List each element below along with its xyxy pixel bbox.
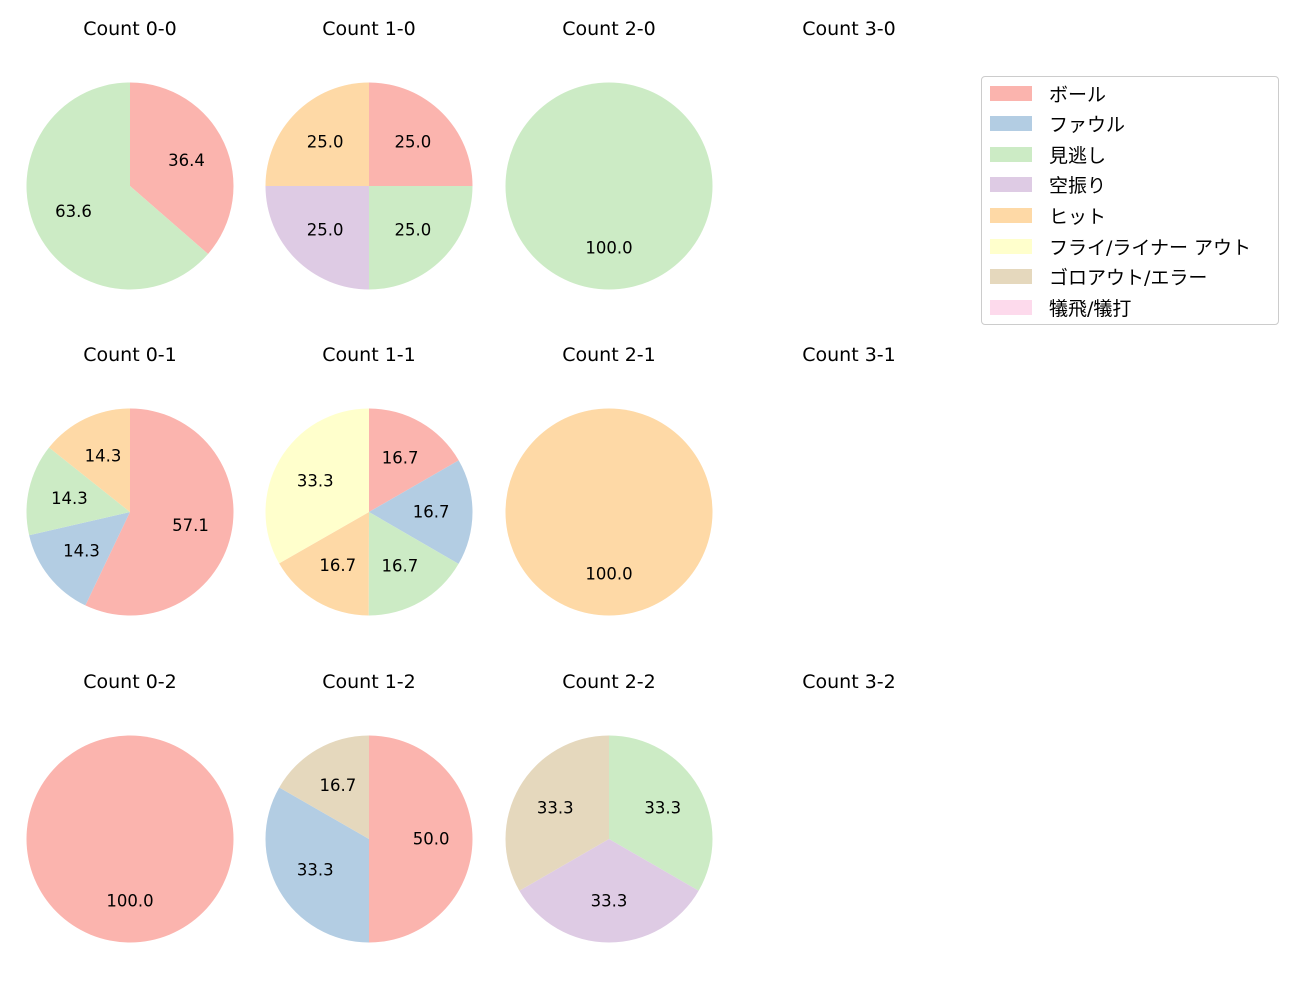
pie-slice: [265, 408, 369, 564]
pie-slice: [369, 735, 473, 943]
slice-label: 25.0: [307, 220, 344, 239]
slice-label: 57.1: [172, 516, 209, 535]
slice-label: 16.7: [320, 776, 357, 795]
slice-label: 36.4: [168, 151, 205, 170]
slice-label: 14.3: [51, 489, 88, 508]
legend-swatch: [990, 207, 1032, 223]
pie-slice: [369, 408, 459, 512]
pie-title: Count 1-1: [322, 344, 416, 366]
pie-count-0-1: Count 0-1 57.1 14.3 14.3 14.3: [26, 344, 234, 616]
legend-swatch: [990, 146, 1032, 162]
pie-slice: [29, 512, 131, 606]
pie-count-1-0: Count 1-0 25.0 25.0 25.0 25.0: [265, 18, 473, 290]
pie-slice: [505, 82, 713, 290]
slice-label: 63.6: [55, 202, 92, 221]
pie-slice: [265, 186, 369, 290]
pie-count-3-0: Count 3-0: [802, 18, 896, 40]
pie-slice: [265, 787, 369, 943]
slice-label: 14.3: [85, 447, 122, 466]
pie-slice: [609, 735, 713, 891]
pie-slice: [279, 735, 369, 839]
pie-title: Count 2-2: [562, 671, 656, 693]
pie-count-2-2: Count 2-2 33.3 33.3 33.3: [505, 671, 713, 943]
slice-label: 33.3: [591, 892, 628, 911]
pie-slice: [505, 735, 609, 891]
legend-item: ゴロアウト/エラー: [990, 265, 1207, 289]
pie-title: Count 3-2: [802, 671, 896, 693]
slice-label: 14.3: [63, 541, 100, 560]
legend-label: 犠飛/犠打: [1049, 297, 1132, 320]
slice-label: 33.3: [644, 798, 681, 817]
pie-slice: [265, 82, 369, 186]
legend-label: 見逃し: [1049, 144, 1107, 167]
legend-swatch: [990, 299, 1032, 315]
pie-title: Count 2-0: [562, 18, 656, 40]
legend-swatch: [990, 116, 1032, 132]
pie-slice: [369, 460, 473, 564]
slice-label: 33.3: [297, 471, 334, 490]
pie-title: Count 3-1: [802, 344, 896, 366]
legend-label: ファウル: [1049, 114, 1126, 137]
legend-item: ヒット: [990, 203, 1107, 228]
legend-item: 犠飛/犠打: [990, 295, 1132, 320]
legend-label: ゴロアウト/エラー: [1049, 267, 1208, 290]
slice-label: 25.0: [395, 220, 432, 239]
pie-title: Count 0-2: [83, 671, 177, 693]
pie-slice: [26, 447, 130, 536]
legend-swatch: [990, 269, 1032, 285]
pie-count-0-0: Count 0-0 36.4 63.6: [26, 18, 234, 290]
pie-title: Count 0-1: [83, 344, 177, 366]
legend-item: 空振り: [990, 173, 1106, 197]
slice-label: 16.7: [413, 503, 450, 522]
pie-slice: [49, 408, 130, 512]
slice-label: 16.7: [382, 449, 419, 468]
pie-slice: [26, 735, 234, 943]
slice-label: 100.0: [585, 565, 632, 584]
legend-label: フライ/ライナー アウト: [1049, 236, 1252, 259]
pie-count-2-1: Count 2-1 100.0: [505, 344, 713, 616]
legend-swatch: [990, 177, 1032, 193]
pie-count-2-0: Count 2-0 100.0: [505, 18, 713, 290]
slice-label: 33.3: [537, 798, 574, 817]
pie-count-0-2: Count 0-2 100.0: [26, 671, 234, 943]
legend-label: ヒット: [1049, 205, 1107, 228]
pie-title: Count 2-1: [562, 344, 656, 366]
pie-count-1-2: Count 1-2 50.0 33.3 16.7: [265, 671, 473, 943]
legend-label: ボール: [1049, 83, 1107, 106]
pie-slice: [519, 839, 699, 943]
pie-count-1-1: Count 1-1 16.7 16.7 16.7 16.7 33.3: [265, 344, 473, 616]
pie-slice: [130, 82, 234, 254]
pie-title: Count 3-0: [802, 18, 896, 40]
legend-item: ファウル: [990, 112, 1125, 136]
pie-slice: [279, 512, 369, 616]
pie-slice: [505, 408, 713, 616]
slice-label: 16.7: [319, 556, 356, 575]
slice-label: 25.0: [395, 133, 432, 152]
slice-label: 25.0: [307, 133, 344, 152]
legend: ボールファウル見逃し空振りヒットフライ/ライナー アウト ゴロアウト/エラー 犠飛/…: [981, 76, 1279, 325]
slice-label: 16.7: [382, 556, 419, 575]
slice-label: 50.0: [413, 830, 450, 849]
pie-slice: [369, 186, 473, 290]
pie-count-3-2: Count 3-2: [802, 671, 896, 693]
slice-label: 33.3: [297, 861, 334, 880]
pie-slice: [26, 82, 209, 290]
legend-item: ボール: [990, 81, 1107, 106]
pie-slice: [85, 408, 234, 616]
legend-item: 見逃し: [990, 142, 1107, 167]
legend-swatch: [990, 85, 1032, 101]
pie-title: Count 1-2: [322, 671, 416, 693]
legend-swatch: [990, 238, 1032, 254]
pie-title: Count 0-0: [83, 18, 177, 40]
legend-item: フライ/ライナー アウト: [990, 234, 1252, 259]
slice-label: 100.0: [106, 892, 153, 911]
legend-label: 空振り: [1049, 175, 1107, 198]
pie-slice: [368, 512, 459, 616]
pie-count-3-1: Count 3-1: [802, 344, 896, 366]
pie-title: Count 1-0: [322, 18, 416, 40]
pie-slice: [369, 82, 473, 186]
slice-label: 100.0: [585, 239, 632, 258]
